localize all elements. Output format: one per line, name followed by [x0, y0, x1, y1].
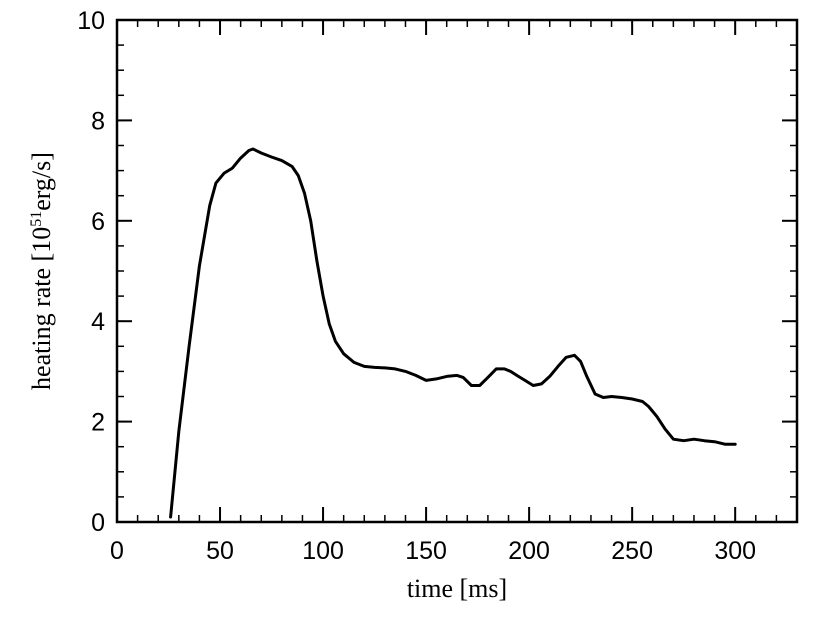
y-axis-title-suffix: erg/s] — [27, 152, 56, 211]
y-tick-label: 4 — [91, 308, 105, 336]
y-tick-label: 0 — [91, 509, 105, 537]
x-tick-label: 250 — [611, 537, 653, 565]
y-axis-title-prefix: heating rate [10 — [27, 227, 56, 390]
series-line — [169, 147, 737, 519]
y-axis-title-exponent: 51 — [28, 211, 45, 227]
plot-frame — [115, 18, 799, 524]
tick-labels: 0 50 100 150 200 250 300 0 2 4 6 8 10 — [77, 7, 756, 565]
x-tick-label: 50 — [206, 537, 234, 565]
y-tick-label: 2 — [91, 409, 105, 437]
x-tick-label: 100 — [302, 537, 344, 565]
axis-ticks — [116, 19, 798, 523]
x-axis-title: time [ms] — [407, 574, 507, 603]
y-tick-label: 8 — [91, 107, 105, 135]
x-tick-label: 150 — [405, 537, 447, 565]
y-tick-label: 10 — [77, 7, 105, 35]
x-tick-label: 0 — [110, 537, 124, 565]
y-tick-label: 6 — [91, 208, 105, 236]
y-axis-title: heating rate [1051erg/s] — [27, 152, 56, 390]
x-tick-label: 200 — [508, 537, 550, 565]
x-tick-label: 300 — [714, 537, 756, 565]
